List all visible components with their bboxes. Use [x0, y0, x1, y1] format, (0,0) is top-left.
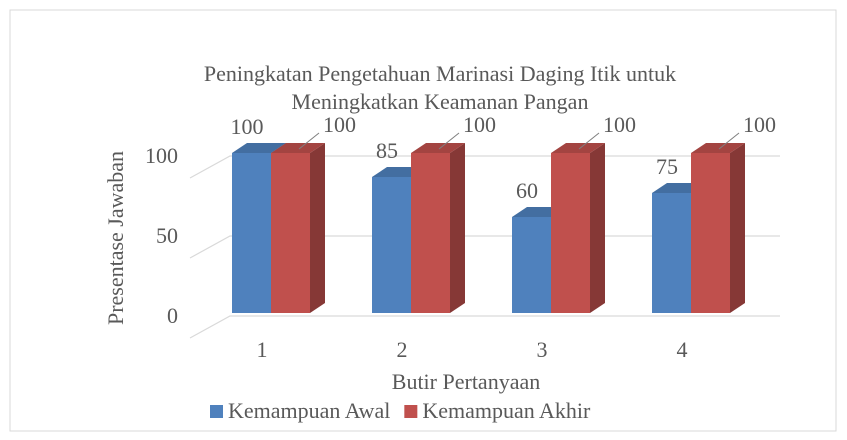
legend-swatch [210, 405, 223, 418]
chart-title: Meningkatkan Keamanan Pangan [292, 89, 589, 114]
data-label: 100 [463, 112, 496, 137]
data-label: 85 [376, 138, 398, 163]
leader-line [718, 132, 740, 150]
leader-line [298, 132, 320, 150]
bar-face [310, 143, 325, 313]
bar-face [372, 177, 411, 313]
bar-face [232, 153, 271, 313]
bar-face [551, 143, 605, 153]
x-tick-label: 4 [677, 337, 688, 362]
data-label: 100 [603, 112, 636, 137]
x-tick-label: 2 [397, 337, 408, 362]
bar [271, 143, 325, 313]
bar-face [271, 143, 325, 153]
bar [691, 143, 745, 313]
y-tick-label: 50 [156, 223, 178, 248]
leader-line [578, 132, 600, 150]
x-tick-label: 3 [537, 337, 548, 362]
x-tick-label: 1 [257, 337, 268, 362]
x-axis-title: Butir Pertanyaan [392, 369, 540, 394]
data-label: 75 [656, 154, 678, 179]
y-tick-label: 0 [167, 303, 178, 328]
data-label: 100 [231, 114, 264, 139]
data-label: 100 [743, 112, 776, 137]
bar [551, 143, 605, 313]
bar-face [411, 153, 450, 313]
y-tick-label: 100 [145, 143, 178, 168]
bar-face [652, 193, 691, 313]
bar-face [691, 153, 730, 313]
bar-face [551, 153, 590, 313]
grid-line [189, 315, 780, 339]
bar-face [450, 143, 465, 313]
legend-label: Kemampuan Akhir [422, 398, 591, 423]
legend-swatch [404, 405, 418, 418]
bar-face [271, 153, 310, 313]
y-axis-title: Presentase Jawaban [103, 151, 128, 325]
bar [411, 143, 465, 313]
bar-face [730, 143, 745, 313]
bar-face [691, 143, 745, 153]
leader-line [438, 132, 460, 150]
bar-face [590, 143, 605, 313]
data-label: 60 [516, 178, 538, 203]
bar-face [512, 217, 551, 313]
bar-face [411, 143, 465, 153]
bar-face [232, 143, 286, 153]
data-label: 100 [323, 112, 356, 137]
legend-label: Kemampuan Awal [228, 398, 390, 423]
chart-title: Peningkatan Pengetahuan Marinasi Daging … [204, 61, 676, 86]
